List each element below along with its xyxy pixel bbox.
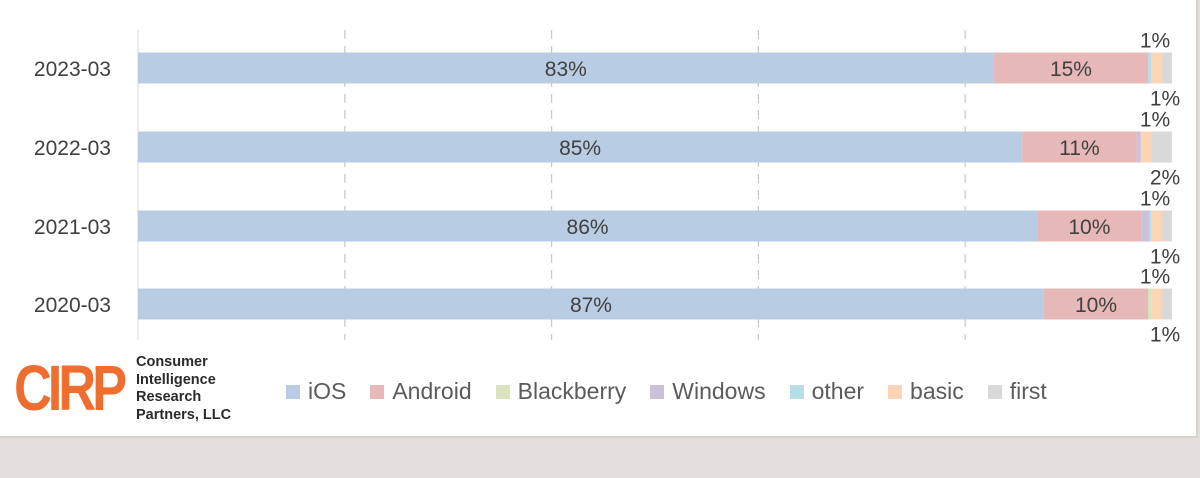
data-label: 10% — [1068, 216, 1110, 239]
logo-line: Intelligence — [136, 371, 216, 388]
bar-segment-basic — [1151, 52, 1162, 84]
bar-segment-ios — [138, 210, 1038, 242]
chart-card: 2023-03 83% 15% 1% 1% 2022-03 85% 11% 1% 2% 2021-0… — [0, 0, 1198, 438]
legend-swatch — [370, 384, 385, 399]
bar-segment-windows — [1141, 210, 1149, 242]
legend-label: iOS — [308, 378, 347, 404]
bar-segment-first — [1161, 52, 1172, 84]
data-label: 2% — [1150, 167, 1180, 190]
legend-item-basic: basic — [888, 378, 964, 405]
bar-segment-windows — [1136, 131, 1141, 163]
legend-swatch — [286, 384, 300, 399]
legend-item-other: other — [789, 378, 865, 405]
data-label: 1% — [1140, 109, 1170, 132]
data-label: 1% — [1140, 188, 1170, 211]
bar-segment-ios — [138, 52, 994, 84]
legend-swatch — [650, 384, 665, 399]
cirp-logo: CIRP Consumer Intelligence Research Part… — [14, 352, 264, 432]
legend-swatch — [888, 384, 903, 399]
bar-segment-android — [1037, 210, 1142, 242]
data-label: 85% — [559, 137, 601, 160]
legend-label: first — [1009, 378, 1047, 404]
legend-label: Blackberry — [517, 378, 627, 404]
legend-item-ios: iOS — [286, 378, 346, 405]
logo-mark: CIRP — [14, 352, 127, 424]
legend-item-windows: Windows — [650, 378, 766, 405]
data-label: 15% — [1050, 58, 1092, 81]
data-label: 10% — [1075, 294, 1117, 317]
legend-item-android: Android — [370, 378, 472, 405]
bar-segment-basic — [1151, 288, 1162, 320]
logo-line: Partners, LLC — [136, 406, 232, 423]
bar-segment-first — [1161, 288, 1172, 320]
category-label: 2020-03 — [34, 294, 111, 317]
data-label: 87% — [570, 294, 612, 317]
legend-label: basic — [910, 378, 964, 404]
legend-swatch — [987, 384, 1002, 399]
stacked-bar-chart: 2023-03 83% 15%1%1%2022-03 85% 11%1%2%2021-0… — [34, 30, 1180, 347]
logo-line: Research — [136, 389, 202, 405]
data-label: 11% — [1059, 137, 1099, 160]
bar-segment-ios — [138, 288, 1044, 320]
data-label: 1% — [1140, 30, 1170, 53]
bar-segment-first — [1151, 131, 1172, 163]
logo-line: Consumer — [136, 354, 208, 370]
data-label: 1% — [1140, 266, 1170, 289]
legend-label: Windows — [672, 378, 766, 404]
legend-item-first: first — [987, 378, 1047, 405]
bar-segment-android — [993, 52, 1149, 84]
category-label: 2022-03 — [34, 137, 111, 160]
bar-segment-blackberry — [1148, 288, 1152, 320]
logo-company-name: Consumer Intelligence Research Partners,… — [136, 354, 231, 424]
legend-swatch — [495, 384, 510, 399]
legend-swatch — [789, 384, 804, 399]
bar-segment-android — [1043, 288, 1149, 320]
data-label: 86% — [567, 216, 609, 239]
data-label: 1% — [1150, 324, 1180, 347]
bar-segment-first — [1161, 210, 1172, 242]
legend: iOS Android Blackberry Windows other basic fir… — [286, 378, 1071, 405]
legend-label: other — [811, 378, 865, 404]
bar-segment-basic — [1140, 131, 1152, 163]
data-label: 83% — [545, 58, 587, 81]
bar-segment-android — [1022, 131, 1137, 163]
legend-item-blackberry: Blackberry — [495, 378, 627, 405]
data-label: 1% — [1150, 88, 1180, 111]
category-label: 2023-03 — [34, 58, 111, 81]
bar-segment-basic — [1151, 210, 1162, 242]
bar-segment-ios — [138, 131, 1023, 163]
legend-label: Android — [392, 378, 472, 404]
category-label: 2021-03 — [34, 216, 111, 239]
bar-segment-other — [1148, 52, 1152, 84]
bar-segment-other — [1148, 210, 1152, 242]
data-label: 1% — [1150, 246, 1180, 269]
